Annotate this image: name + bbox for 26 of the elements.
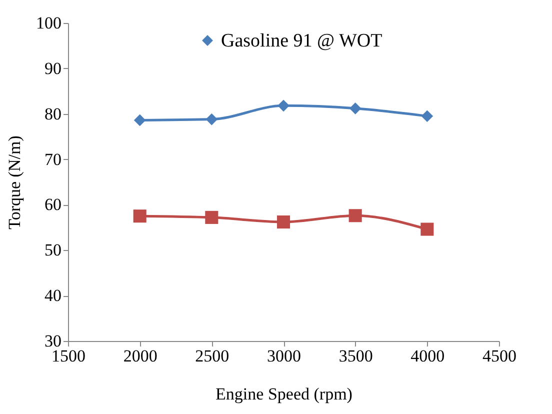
y-tick-label: 90 — [44, 58, 62, 78]
y-tick-label: 70 — [44, 150, 62, 169]
point — [421, 110, 434, 122]
x-tick-label: 4500 — [482, 346, 516, 366]
y-tick-label: 100 — [36, 14, 62, 32]
x-tick-label: 4000 — [410, 346, 445, 366]
x-tick-label: 3000 — [267, 346, 301, 366]
point — [133, 210, 146, 223]
point — [420, 222, 434, 236]
point — [206, 113, 218, 126]
point — [134, 114, 146, 126]
y-tick-label: 40 — [44, 286, 62, 306]
y-tick-label: 50 — [44, 240, 62, 260]
point — [205, 210, 218, 224]
x-tick-label: 3500 — [338, 346, 373, 366]
point — [348, 209, 362, 222]
point — [276, 215, 290, 228]
y-tick-label: 60 — [44, 195, 62, 214]
x-axis-title: Engine Speed (rpm) — [216, 384, 352, 404]
y-axis-title: Torque (N/m) — [5, 136, 24, 230]
y-tick-label: 80 — [44, 104, 62, 124]
legend-label: Gasoline 91 @ WOT — [221, 30, 383, 52]
point — [349, 102, 362, 114]
x-tick-label: 2000 — [123, 346, 158, 366]
point — [278, 100, 290, 112]
x-tick-label: 2500 — [195, 346, 230, 366]
